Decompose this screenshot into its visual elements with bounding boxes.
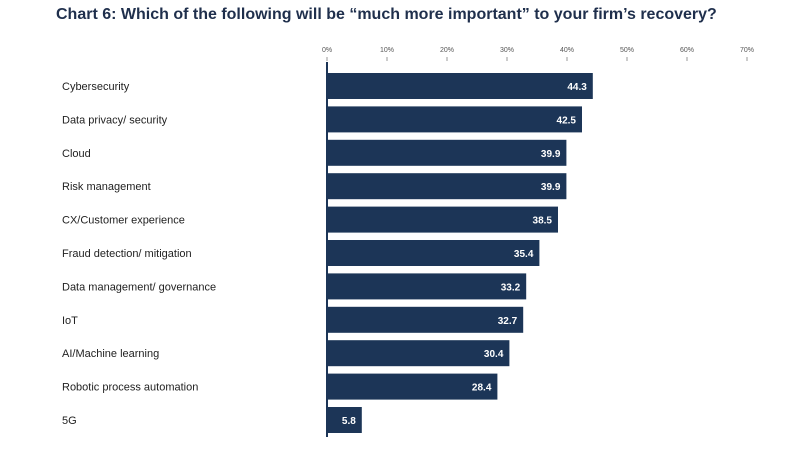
category-label: Cloud: [62, 148, 91, 160]
category-label: AI/Machine learning: [62, 348, 159, 360]
x-tick-label: 0%: [322, 47, 332, 54]
category-label: 5G: [62, 415, 77, 427]
category-label: Cybersecurity: [62, 81, 130, 93]
bar: [327, 306, 524, 333]
x-tick-label: 20%: [440, 47, 454, 54]
chart-title: Chart 6: Which of the following will be …: [56, 6, 717, 23]
data-label: 42.5: [557, 115, 577, 126]
category-label: IoT: [62, 315, 78, 327]
category-label: CX/Customer experience: [62, 215, 185, 227]
bar: [327, 340, 510, 367]
x-tick-label: 60%: [680, 47, 694, 54]
bar: [327, 106, 582, 133]
bar: [327, 273, 527, 300]
bar: [327, 73, 593, 99]
x-tick-label: 50%: [620, 47, 634, 54]
x-tick-label: 70%: [740, 47, 754, 54]
category-label: Data management/ governance: [62, 281, 216, 293]
bar: [327, 373, 498, 400]
data-label: 35.4: [514, 249, 534, 260]
bar: [327, 206, 558, 233]
bar: [327, 407, 362, 433]
x-tick-label: 10%: [380, 47, 394, 54]
data-label: 39.9: [541, 182, 561, 193]
x-tick-label: 40%: [560, 47, 574, 54]
category-label: Robotic process automation: [62, 382, 198, 394]
data-label: 5.8: [342, 416, 356, 427]
bar: [327, 173, 567, 200]
data-label: 39.9: [541, 149, 561, 160]
x-tick-label: 30%: [500, 47, 514, 54]
category-label: Fraud detection/ mitigation: [62, 248, 192, 260]
bar: [327, 240, 540, 266]
bar: [327, 139, 567, 166]
data-label: 32.7: [498, 316, 518, 327]
data-label: 33.2: [501, 282, 521, 293]
data-label: 44.3: [567, 82, 587, 93]
category-label: Data privacy/ security: [62, 114, 168, 126]
data-label: 38.5: [533, 216, 553, 227]
category-label: Risk management: [62, 181, 151, 193]
data-label: 30.4: [484, 349, 504, 360]
data-label: 28.4: [472, 383, 492, 394]
